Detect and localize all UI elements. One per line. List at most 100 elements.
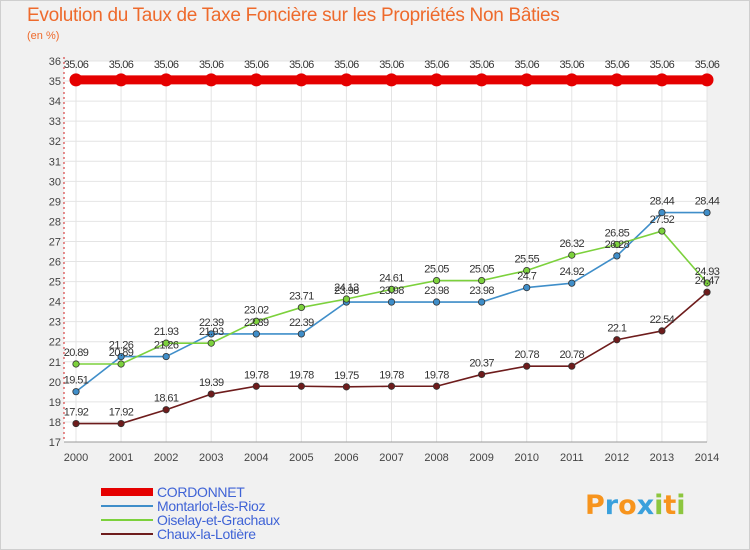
data-label: 21.93 bbox=[154, 326, 179, 338]
data-point bbox=[658, 327, 666, 335]
data-label: 21.26 bbox=[109, 340, 134, 352]
data-label: 19.75 bbox=[334, 370, 359, 382]
data-label: 18.61 bbox=[154, 393, 179, 405]
logo-letter: o bbox=[618, 490, 637, 521]
data-point bbox=[252, 330, 260, 338]
data-point bbox=[523, 362, 531, 370]
data-label: 26.85 bbox=[605, 227, 630, 239]
data-label: 22.39 bbox=[289, 317, 314, 329]
x-tick-label: 2013 bbox=[650, 452, 674, 464]
data-label: 17.92 bbox=[109, 407, 134, 419]
y-tick-label: 24 bbox=[49, 297, 61, 309]
data-point bbox=[613, 252, 621, 260]
data-point bbox=[703, 279, 711, 287]
x-tick-label: 2012 bbox=[605, 452, 629, 464]
legend: CORDONNET Montarlot-lès-Rioz Oiselay-et-Gr… bbox=[101, 485, 280, 541]
data-label: 19.78 bbox=[379, 369, 404, 381]
data-label: 35.06 bbox=[424, 59, 449, 71]
data-label: 24.92 bbox=[560, 266, 585, 278]
data-label: 24.61 bbox=[379, 272, 404, 284]
legend-item: Oiselay-et-Grachaux bbox=[101, 513, 280, 527]
x-tick-label: 2009 bbox=[469, 452, 493, 464]
legend-item: Chaux-la-Lotière bbox=[101, 527, 280, 541]
y-tick-label: 34 bbox=[49, 96, 61, 108]
data-label: 35.06 bbox=[379, 59, 404, 71]
data-label: 20.78 bbox=[514, 349, 539, 361]
data-point bbox=[207, 390, 215, 398]
logo-letter: t bbox=[663, 490, 677, 521]
data-point bbox=[568, 279, 576, 287]
x-tick-label: 2011 bbox=[560, 452, 584, 464]
logo-letter: x bbox=[636, 490, 655, 521]
data-point bbox=[658, 208, 666, 217]
y-tick-label: 20 bbox=[49, 377, 61, 389]
legend-swatch bbox=[101, 505, 153, 507]
data-label: 35.06 bbox=[605, 59, 630, 71]
y-tick-label: 18 bbox=[49, 417, 61, 429]
data-label: 20.37 bbox=[469, 357, 494, 369]
x-tick-label: 2008 bbox=[424, 452, 448, 464]
data-point bbox=[387, 285, 396, 293]
data-point bbox=[387, 382, 396, 390]
data-point bbox=[703, 288, 711, 296]
data-label: 28.44 bbox=[650, 196, 675, 208]
y-tick-label: 27 bbox=[49, 236, 61, 248]
legend-label: Chaux-la-Lotière bbox=[157, 526, 256, 542]
legend-swatch bbox=[101, 519, 153, 521]
logo-letter: P bbox=[585, 490, 605, 521]
data-point bbox=[658, 227, 666, 235]
data-point bbox=[568, 362, 576, 370]
data-point bbox=[117, 352, 125, 361]
y-tick-label: 28 bbox=[49, 216, 61, 228]
legend-item: CORDONNET bbox=[101, 485, 280, 499]
data-point bbox=[655, 73, 669, 87]
data-point bbox=[294, 73, 308, 87]
data-point bbox=[297, 382, 305, 390]
data-label: 35.06 bbox=[560, 59, 585, 71]
legend-item: Montarlot-lès-Rioz bbox=[101, 499, 280, 513]
data-label: 35.06 bbox=[514, 59, 539, 71]
data-point bbox=[703, 208, 711, 217]
data-label: 19.51 bbox=[64, 375, 89, 387]
data-point bbox=[207, 339, 215, 347]
data-label: 25.55 bbox=[514, 254, 539, 266]
data-point bbox=[475, 73, 489, 87]
data-point bbox=[117, 419, 125, 428]
y-tick-label: 22 bbox=[49, 337, 61, 349]
data-point bbox=[252, 317, 260, 325]
proxiti-logo: Proxiti bbox=[585, 490, 686, 521]
data-label: 35.06 bbox=[289, 59, 314, 71]
data-label: 35.06 bbox=[469, 59, 494, 71]
plot-area bbox=[64, 61, 707, 442]
data-point bbox=[520, 73, 534, 87]
data-point bbox=[297, 330, 305, 338]
data-point bbox=[432, 382, 441, 390]
x-tick-label: 2005 bbox=[289, 452, 313, 464]
data-point bbox=[252, 382, 260, 390]
data-point bbox=[204, 73, 218, 87]
data-label: 23.71 bbox=[289, 290, 314, 302]
data-point bbox=[162, 352, 170, 361]
x-tick-label: 2001 bbox=[109, 452, 133, 464]
data-label: 19.78 bbox=[244, 369, 269, 381]
data-point bbox=[72, 388, 80, 396]
data-label: 17.92 bbox=[64, 407, 89, 419]
y-tick-label: 19 bbox=[49, 397, 61, 409]
data-label: 22.39 bbox=[244, 317, 269, 329]
data-label: 24.7 bbox=[517, 271, 536, 283]
y-tick-label: 33 bbox=[49, 116, 61, 128]
data-label: 35.06 bbox=[154, 59, 179, 71]
x-tick-label: 2007 bbox=[379, 452, 403, 464]
data-point bbox=[342, 383, 351, 391]
data-label: 19.78 bbox=[424, 369, 449, 381]
data-point bbox=[478, 298, 486, 306]
data-label: 24.47 bbox=[695, 275, 720, 287]
y-tick-label: 30 bbox=[49, 176, 61, 188]
data-label: 24.93 bbox=[695, 266, 720, 278]
chart-title: Evolution du Taux de Taxe Foncière sur l… bbox=[27, 5, 560, 26]
y-tick-label: 23 bbox=[49, 317, 61, 329]
data-point bbox=[249, 73, 263, 87]
data-point bbox=[523, 266, 531, 275]
data-label: 22.54 bbox=[650, 314, 675, 326]
